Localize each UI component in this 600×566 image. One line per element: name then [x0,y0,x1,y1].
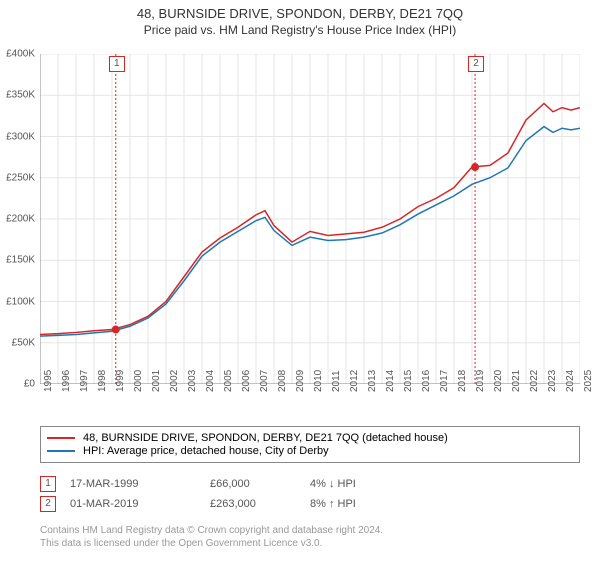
y-tick-label: £200K [6,214,35,225]
x-tick-label: 2004 [205,370,216,392]
x-tick-label: 2025 [583,370,594,392]
x-tick-label: 2005 [223,370,234,392]
x-tick-label: 2013 [367,370,378,392]
transaction-delta: 8% ↑ HPI [310,498,430,510]
x-tick-label: 2014 [385,370,396,392]
x-tick-label: 2019 [475,370,486,392]
footer-attribution: Contains HM Land Registry data © Crown c… [40,524,383,550]
footer-line-1: Contains HM Land Registry data © Crown c… [40,524,383,537]
x-tick-label: 2012 [349,370,360,392]
transaction-row: 1 17-MAR-1999£66,0004% ↓ HPI [40,476,430,492]
legend-item: 48, BURNSIDE DRIVE, SPONDON, DERBY, DE21… [47,432,573,444]
transaction-delta: 4% ↓ HPI [310,478,430,490]
x-tick-label: 2016 [421,370,432,392]
x-tick-label: 2009 [295,370,306,392]
transaction-date: 01-MAR-2019 [70,498,210,510]
y-tick-label: £250K [6,172,35,183]
x-tick-label: 2000 [133,370,144,392]
x-tick-label: 2020 [493,370,504,392]
y-tick-label: £400K [6,49,35,60]
y-tick-label: £100K [6,296,35,307]
chart-title: 48, BURNSIDE DRIVE, SPONDON, DERBY, DE21… [0,6,600,21]
x-tick-label: 1997 [79,370,90,392]
legend-label: 48, BURNSIDE DRIVE, SPONDON, DERBY, DE21… [83,432,448,444]
x-tick-label: 2023 [547,370,558,392]
transactions-table: 1 17-MAR-1999£66,0004% ↓ HPI 2 01-MAR-2019£… [40,472,430,516]
y-tick-label: £150K [6,255,35,266]
x-tick-label: 2022 [529,370,540,392]
x-tick-label: 2024 [565,370,576,392]
chart-svg [40,54,580,384]
chart-subtitle: Price paid vs. HM Land Registry's House … [0,23,600,37]
transaction-marker: 1 [40,476,56,492]
transaction-marker: 2 [40,496,56,512]
x-tick-label: 1996 [61,370,72,392]
x-tick-label: 2003 [187,370,198,392]
legend-swatch [47,450,75,452]
legend-item: HPI: Average price, detached house, City… [47,445,573,457]
marker-2 [471,163,479,171]
x-tick-label: 1998 [97,370,108,392]
y-tick-label: £300K [6,131,35,142]
x-tick-label: 2011 [331,370,342,392]
legend-label: HPI: Average price, detached house, City… [83,445,329,457]
chart-area: £0£50K£100K£150K£200K£250K£300K£350K£400… [40,54,580,384]
chart-container: 48, BURNSIDE DRIVE, SPONDON, DERBY, DE21… [0,6,600,566]
x-tick-label: 2015 [403,370,414,392]
legend: 48, BURNSIDE DRIVE, SPONDON, DERBY, DE21… [40,426,580,463]
y-tick-label: £350K [6,90,35,101]
annotation-marker-1: 1 [109,56,125,72]
x-tick-label: 1999 [115,370,126,392]
annotation-marker-2: 2 [468,56,484,72]
x-tick-label: 2006 [241,370,252,392]
y-tick-label: £50K [12,337,35,348]
legend-swatch [47,437,75,439]
marker-1 [112,326,120,334]
x-tick-label: 2021 [511,370,522,392]
footer-line-2: This data is licensed under the Open Gov… [40,537,383,550]
transaction-date: 17-MAR-1999 [70,478,210,490]
x-tick-label: 2002 [169,370,180,392]
x-tick-label: 2017 [439,370,450,392]
x-tick-label: 2008 [277,370,288,392]
transaction-price: £263,000 [210,498,310,510]
x-tick-label: 1995 [43,370,54,392]
x-tick-label: 2001 [151,370,162,392]
x-tick-label: 2007 [259,370,270,392]
x-tick-label: 2018 [457,370,468,392]
transaction-row: 2 01-MAR-2019£263,0008% ↑ HPI [40,496,430,512]
transaction-price: £66,000 [210,478,310,490]
x-tick-label: 2010 [313,370,324,392]
y-tick-label: £0 [24,379,35,390]
